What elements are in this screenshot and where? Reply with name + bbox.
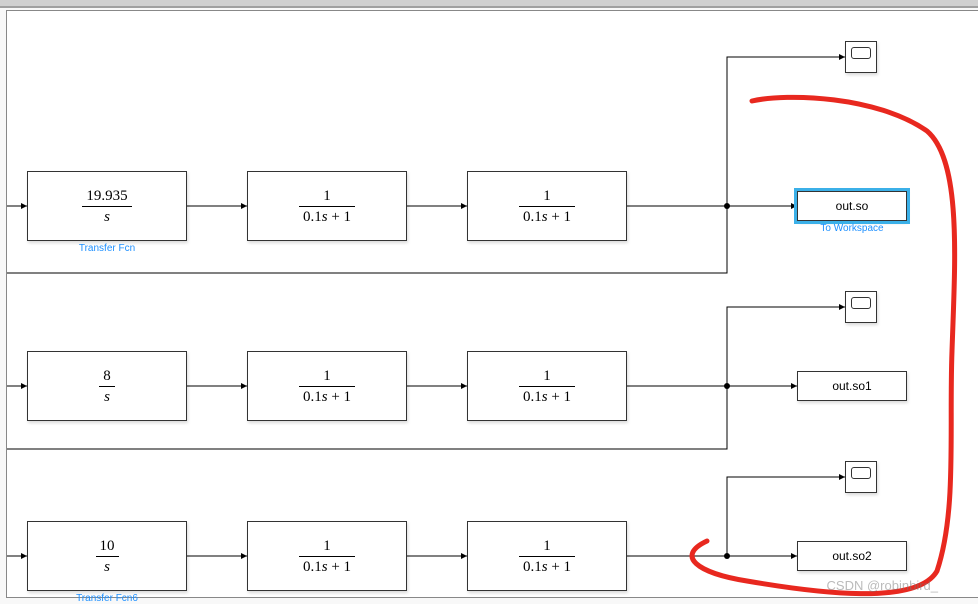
freehand-annotation: [692, 97, 955, 593]
tf-block[interactable]: 8 s: [27, 351, 187, 421]
to-workspace-block[interactable]: out.so2: [797, 541, 907, 571]
to-workspace-block[interactable]: out.so: [797, 191, 907, 221]
tf-block[interactable]: 1 0.1s + 1: [467, 351, 627, 421]
fraction: 1 0.1s + 1: [299, 187, 355, 226]
fraction: 1 0.1s + 1: [519, 537, 575, 576]
toolbar-strip: [0, 0, 978, 8]
block-label: To Workspace: [797, 223, 907, 234]
fraction: 1 0.1s + 1: [299, 537, 355, 576]
scope-block[interactable]: [845, 461, 877, 493]
signal-node: [724, 203, 730, 209]
fraction: 1 0.1s + 1: [519, 367, 575, 406]
fraction: 8 s: [99, 367, 115, 406]
to-workspace-block[interactable]: out.so1: [797, 371, 907, 401]
scope-screen-icon: [851, 47, 871, 59]
fraction: 1 0.1s + 1: [519, 187, 575, 226]
tf-block[interactable]: 1 0.1s + 1: [247, 171, 407, 241]
scope-screen-icon: [851, 467, 871, 479]
signal-node: [724, 383, 730, 389]
tf-block[interactable]: 1 0.1s + 1: [467, 171, 627, 241]
watermark-text: CSDN @robinbird_: [827, 578, 938, 593]
fraction: 10 s: [96, 537, 119, 576]
scope-screen-icon: [851, 297, 871, 309]
tf-block[interactable]: 1 0.1s + 1: [467, 521, 627, 591]
tf-block[interactable]: 1 0.1s + 1: [247, 521, 407, 591]
transfer-fcn-block[interactable]: 19.935 s: [27, 171, 187, 241]
fraction: 19.935 s: [82, 187, 131, 226]
transfer-fcn-block[interactable]: 10 s: [27, 521, 187, 591]
tf-block[interactable]: 1 0.1s + 1: [247, 351, 407, 421]
wiring-layer: [7, 11, 978, 597]
signal-node: [724, 553, 730, 559]
fraction: 1 0.1s + 1: [299, 367, 355, 406]
scope-block[interactable]: [845, 41, 877, 73]
diagram-canvas[interactable]: 19.935 s Transfer Fcn 1 0.1s + 1 1 0.1s …: [6, 10, 978, 598]
scope-block[interactable]: [845, 291, 877, 323]
block-label: Transfer Fcn6: [27, 593, 187, 604]
block-label: Transfer Fcn: [27, 243, 187, 254]
